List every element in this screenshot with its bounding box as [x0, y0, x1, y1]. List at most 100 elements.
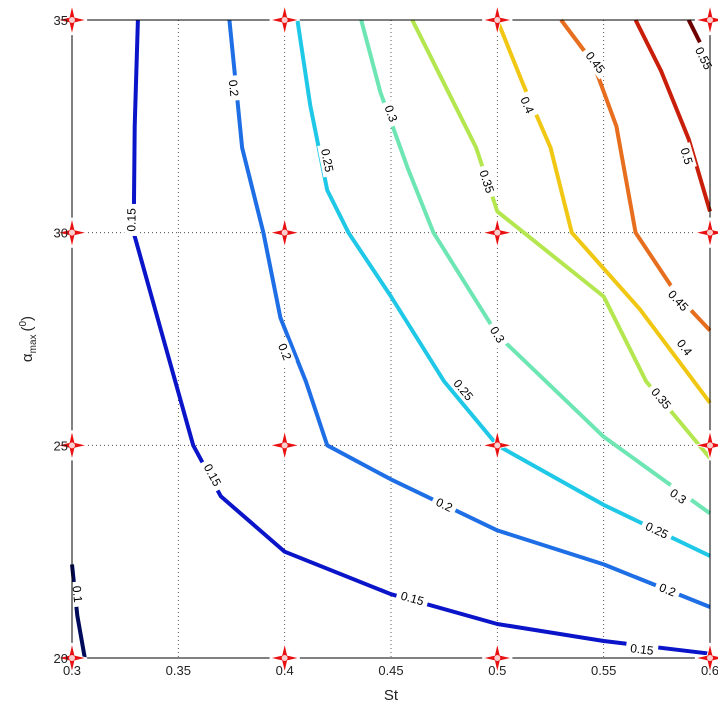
y-axis-label: αmax (0) [18, 316, 39, 362]
data-marker [482, 4, 513, 36]
y-axis-label-sub: max [28, 334, 39, 353]
x-tick-labels: 0.3 0.35 0.4 0.45 0.5 0.55 0.6 [63, 663, 718, 678]
marker-center [281, 17, 288, 23]
data-marker [56, 642, 88, 674]
marker-center [69, 655, 75, 661]
contour-line-0.35 [410, 19, 712, 460]
contour-label-0.15: 0.15 [625, 640, 659, 659]
contour-line-0.5 [633, 19, 712, 212]
data-marker [694, 4, 718, 36]
marker-center [707, 655, 713, 661]
contour-label-bg [395, 587, 430, 610]
contour-label-bg [69, 581, 86, 608]
marker-star [694, 642, 718, 674]
marker-star [694, 217, 718, 248]
y-axis-label-close: ) [19, 316, 36, 321]
data-marker [56, 217, 88, 248]
marker-center [281, 229, 288, 236]
contour-label-bg [124, 203, 139, 236]
marker-center [69, 229, 75, 236]
contour-label-bg [676, 142, 697, 171]
contour-label-bg [475, 164, 499, 199]
contour-line-0.2 [227, 19, 711, 609]
data-marker [269, 4, 300, 36]
data-marker [269, 217, 300, 248]
marker-center [494, 655, 501, 661]
marker-center [707, 229, 713, 236]
marker-star [694, 4, 718, 36]
contour-label-0.55: 0.55 [690, 40, 718, 76]
contour-label-0.2: 0.2 [429, 493, 459, 517]
contour-label-bg [429, 493, 459, 517]
contour-label-bg [653, 578, 682, 602]
contour-label-text: 0.4 [517, 95, 537, 116]
contour-line-0.1 [70, 564, 87, 659]
data-marker [694, 217, 718, 248]
contour-label-0.15: 0.15 [395, 587, 430, 610]
contour-label-0.3: 0.3 [663, 483, 693, 510]
contour-line-0.4 [495, 19, 712, 404]
contour-label-text: 0.2 [657, 580, 678, 599]
marker-center [69, 442, 75, 449]
contour-line-0.15 [131, 19, 711, 656]
contour-label-0.15: 0.15 [198, 457, 227, 493]
y-axis-label-sup: 0 [18, 320, 29, 326]
data-marker [694, 430, 718, 461]
contour-label-text: 0.2 [226, 79, 242, 97]
contour-label-0.3: 0.3 [380, 99, 402, 128]
x-tick-label: 0.55 [591, 663, 616, 678]
data-marker [482, 642, 513, 674]
data-marker [269, 430, 300, 461]
x-tick-label: 0.35 [166, 663, 191, 678]
contour-label-bg [380, 99, 402, 128]
marker-center [494, 229, 501, 236]
contour-label-0.4: 0.4 [515, 90, 539, 120]
marker-center [281, 655, 288, 661]
contour-label-0.2: 0.2 [653, 578, 682, 602]
marker-center [494, 442, 501, 449]
contour-label-0.2: 0.2 [273, 337, 296, 367]
x-axis-label: St [384, 687, 399, 704]
data-marker [56, 4, 88, 36]
contour-label-text: 0.5 [678, 146, 696, 166]
contour-label-bg [484, 320, 510, 350]
contour-label-bg [579, 45, 611, 80]
contour-label-0.15: 0.15 [124, 203, 139, 236]
y-tick-label: 30 [54, 226, 68, 241]
contour-labels: 0.1 0.15 0.15 0.15 0.15 0.2 0.2 0.2 0.2 0.25 0.25 0… [69, 40, 718, 659]
data-marker [694, 642, 718, 674]
contour-line-0.25 [295, 19, 711, 558]
contour-label-0.1: 0.1 [69, 581, 86, 608]
contour-label-text: 0.25 [318, 148, 336, 174]
marker-center [69, 17, 75, 23]
y-axis-label-main: α [19, 353, 36, 362]
marker-star [694, 430, 718, 461]
x-tick-label: 0.45 [378, 663, 403, 678]
x-tick-label: 0.4 [276, 663, 294, 678]
contour-label-bg [639, 517, 675, 544]
data-marker [56, 430, 88, 461]
contour-label-text: 0.35 [476, 168, 497, 195]
contour-label-text: 0.2 [275, 341, 294, 362]
contour-label-text: 0.3 [382, 103, 401, 124]
contour-line-0.3 [359, 19, 712, 516]
y-axis-label-open: ( [19, 326, 36, 331]
y-tick-label: 20 [54, 651, 68, 666]
data-marker [482, 430, 513, 461]
contour-label-text: 0.15 [124, 208, 138, 232]
plot-frame [71, 19, 711, 659]
contour-label-0.25: 0.25 [639, 517, 675, 544]
data-markers [56, 4, 718, 674]
contour-label-0.45: 0.45 [579, 45, 611, 80]
contour-label-bg [198, 457, 227, 493]
contour-label-0.25: 0.25 [317, 143, 338, 178]
contour-label-0.35: 0.35 [475, 164, 499, 199]
contour-label-bg [671, 333, 698, 362]
contour-label-bg [273, 337, 296, 367]
contour-label-0.45: 0.45 [662, 284, 695, 318]
contour-label-text: 0.15 [399, 589, 426, 609]
data-marker [482, 217, 513, 248]
x-tick-label: 0.3 [63, 663, 81, 678]
contour-label-0.2: 0.2 [225, 74, 242, 102]
